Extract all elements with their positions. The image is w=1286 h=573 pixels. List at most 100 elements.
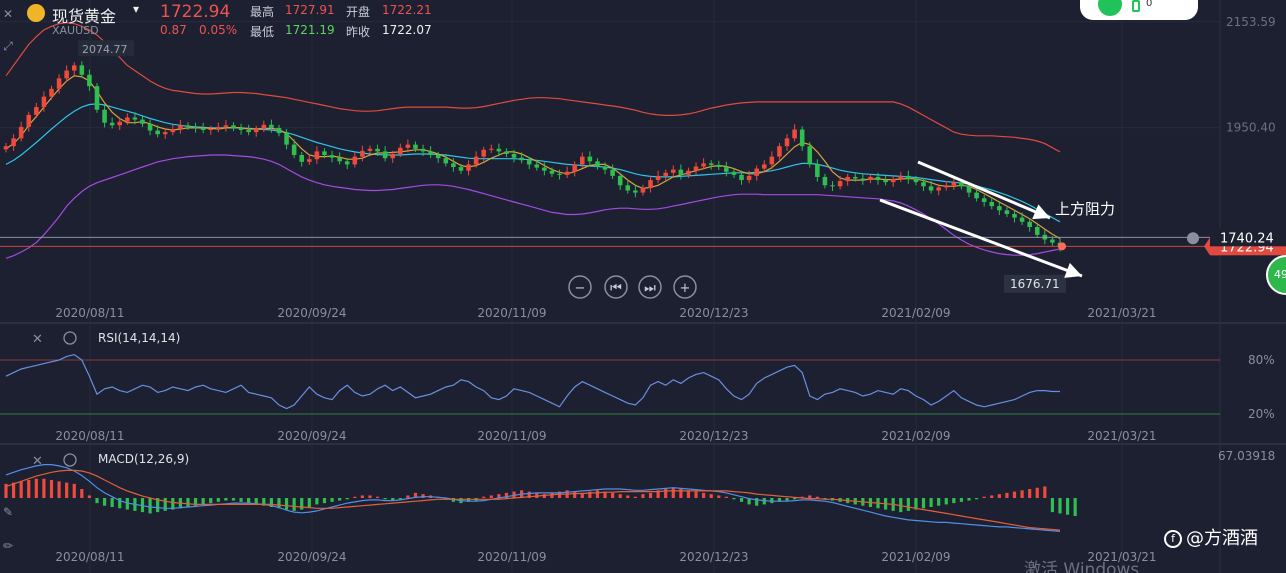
skip-start-icon-glyph[interactable]: ⏮ xyxy=(610,281,622,296)
candle-body xyxy=(352,156,358,165)
open-value: 1722.21 xyxy=(382,3,432,17)
macd-histogram-bar xyxy=(148,498,152,514)
macd-histogram-bar xyxy=(262,498,266,506)
boll-upper-line xyxy=(5,21,1061,153)
candle-body xyxy=(466,164,471,171)
candle-body xyxy=(648,180,653,188)
trend-arrow-head xyxy=(1064,262,1082,278)
skip-start-icon[interactable] xyxy=(604,275,628,299)
zoom-in-icon-glyph[interactable]: + xyxy=(680,281,691,296)
macd-histogram-bar xyxy=(656,490,660,498)
candle-body xyxy=(420,148,426,152)
candle-body xyxy=(178,125,183,129)
symbol-name[interactable]: 现货黄金 xyxy=(52,7,117,26)
macd-title: MACD(12,26,9) xyxy=(98,452,189,466)
rsi-title: RSI(14,14,14) xyxy=(98,331,180,345)
zoom-out-icon-glyph[interactable]: − xyxy=(575,281,586,296)
pencil-icon[interactable]: ✏ xyxy=(2,539,14,553)
candle-body xyxy=(253,128,259,133)
candle-body xyxy=(504,151,509,154)
rsi-x-tick-label: 2021/03/21 xyxy=(1087,429,1156,443)
candle-body xyxy=(746,175,752,181)
macd-histogram-bar xyxy=(679,489,683,498)
macd-histogram-bar xyxy=(65,482,69,498)
macd-histogram-bar xyxy=(95,498,99,504)
candle-body xyxy=(784,138,790,147)
candle-body xyxy=(875,176,881,181)
skip-end-icon-glyph[interactable]: ⏭ xyxy=(644,281,656,296)
rsi-x-tick-label: 2021/02/09 xyxy=(881,429,950,443)
candle-body xyxy=(398,147,403,154)
zoom-out-icon[interactable] xyxy=(568,275,592,299)
max-label-bg xyxy=(78,40,134,57)
candle-body xyxy=(777,146,782,157)
candle-body xyxy=(966,186,972,193)
round-badge[interactable]: 49 xyxy=(1266,255,1286,295)
macd-histogram-bar xyxy=(724,496,728,498)
candle-body xyxy=(382,151,388,159)
macd-histogram-bar xyxy=(1050,498,1055,513)
prev-close-label: 昨收 xyxy=(346,25,371,39)
candle-body xyxy=(390,154,396,159)
draw-tool-icon[interactable]: ✎ xyxy=(2,505,14,519)
macd-histogram-bar xyxy=(421,494,425,498)
macd-histogram-bar xyxy=(19,481,23,498)
macd-histogram-bar xyxy=(899,498,903,513)
candle-body xyxy=(610,169,615,176)
candle-body xyxy=(936,187,941,191)
macd-histogram-bar xyxy=(1020,490,1024,498)
macd-histogram-bar xyxy=(580,492,584,498)
candle-body xyxy=(11,138,16,147)
macd-histogram-bar xyxy=(671,487,675,498)
candle-body xyxy=(663,172,668,176)
status-widget: 0 xyxy=(1080,0,1198,20)
macd-histogram-bar xyxy=(1043,486,1047,498)
candle-body xyxy=(284,133,289,145)
macd-histogram-bar xyxy=(224,498,228,501)
candle-body xyxy=(231,125,236,128)
candle-body xyxy=(526,160,532,165)
macd-histogram-bar xyxy=(489,495,493,498)
macd-histogram-bar xyxy=(611,492,615,498)
macd-histogram-bar xyxy=(535,492,539,498)
rsi-x-tick-label: 2020/08/11 xyxy=(55,429,124,443)
candle-body xyxy=(481,149,486,157)
candle-body xyxy=(125,117,130,122)
chevron-down-icon[interactable]: ▾ xyxy=(133,2,140,16)
skip-end-icon[interactable] xyxy=(638,275,662,299)
macd-x-tick-label: 2020/11/09 xyxy=(477,550,546,564)
close-icon[interactable]: ✕ xyxy=(2,7,14,21)
macd-histogram-bar xyxy=(27,480,31,498)
macd-histogram-bar xyxy=(156,498,160,513)
macd-histogram-bar xyxy=(732,498,736,500)
macd-histogram-bar xyxy=(633,496,637,498)
macd-histogram-bar xyxy=(648,492,653,498)
candle-body xyxy=(261,124,267,129)
macd-histogram-bar xyxy=(42,478,46,498)
candle-body xyxy=(860,178,866,181)
watermark: f @方酒酒 xyxy=(1164,524,1258,550)
candle-body xyxy=(542,167,547,171)
macd-histogram-bar xyxy=(914,498,918,510)
candle-body xyxy=(299,155,305,162)
x-tick-label: 2020/09/24 xyxy=(277,306,346,320)
candle-body xyxy=(367,148,373,151)
zoom-in-icon[interactable] xyxy=(673,275,697,299)
candle-body xyxy=(928,186,934,191)
expand-icon[interactable]: ⤢ xyxy=(3,39,13,53)
candle-body xyxy=(360,150,365,157)
macd-dea-line xyxy=(5,469,1061,531)
rsi-close-icon: ✕ xyxy=(32,332,43,347)
macd-histogram-bar xyxy=(383,498,387,500)
macd-histogram-bar xyxy=(777,498,782,502)
macd-histogram-bar xyxy=(87,495,92,498)
candle-body xyxy=(519,157,524,161)
open-label: 开盘 xyxy=(346,5,371,19)
macd-histogram-bar xyxy=(171,498,175,510)
candle-body xyxy=(49,88,54,97)
macd-histogram-bar xyxy=(982,496,986,498)
candle-body xyxy=(41,96,47,108)
candle-body xyxy=(71,65,77,71)
bell-icon xyxy=(1187,232,1199,245)
